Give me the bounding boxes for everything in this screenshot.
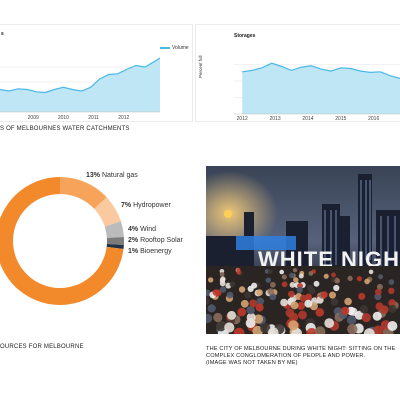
legend-pct: 13%	[86, 172, 101, 179]
white-night-photo: WHITE NIGHT	[206, 166, 400, 334]
energy-sources-legend: 13% Natural gas 7% Hydropower 4% Wind 2%…	[86, 172, 183, 255]
donut-slice-rooftop-solar	[106, 236, 124, 246]
area-fill	[242, 63, 400, 114]
storages-chart-title: Storages	[234, 33, 256, 39]
energy-sources-caption: OURCES FOR MELBOURNE	[0, 344, 84, 350]
x-tick-label: 2012	[237, 116, 248, 120]
x-tick-label: 2011	[88, 115, 99, 120]
x-tick-label: 2014	[302, 116, 313, 120]
photo-caption: THE CITY OF MELBOURNE DURING WHITE NIGHT…	[206, 346, 400, 367]
legend-item-hydropower: 7% Hydropower	[121, 202, 171, 209]
crowd	[206, 267, 399, 334]
legend-item-natural-gas: 13% Natural gas	[86, 172, 138, 179]
legend-pct: 1%	[128, 248, 139, 255]
legend-label: Wind	[140, 226, 157, 233]
x-tick-label: 2012	[118, 115, 129, 120]
x-tick-label: 2009	[28, 115, 39, 120]
legend-swatch	[160, 47, 170, 49]
series-line	[0, 57, 161, 94]
x-tick-label: 2010	[58, 115, 69, 120]
water-volume-chart-title: s	[1, 31, 4, 37]
donut-slice-hydropower	[94, 197, 121, 227]
legend-item-bioenergy: 1% Bioenergy	[128, 248, 172, 255]
water-volume-chart: 2009 2010 2011 2012	[0, 57, 161, 120]
legend-label: Bioenergy	[140, 248, 172, 255]
legend-pct: 7%	[121, 202, 132, 209]
series-line	[242, 62, 400, 79]
energy-sources-donut	[0, 177, 124, 305]
legend-label: Natural gas	[101, 172, 138, 179]
legend-pct: 4%	[128, 226, 139, 233]
area-fill	[0, 58, 160, 112]
storages-chart: 2012 2013 2014 2015 2016	[234, 62, 400, 120]
legend-label: Rooftop Solar	[140, 237, 183, 244]
photo-caption-line: THE CITY OF MELBOURNE DURING WHITE NIGHT…	[206, 346, 396, 352]
legend-label: Hydropower	[133, 202, 171, 209]
water-catchments-caption: S OF MELBOURNES WATER CATCHMENTS	[0, 126, 130, 132]
legend-item-rooftop-solar: 2% Rooftop Solar	[128, 237, 183, 244]
x-tick-label: 2015	[335, 116, 346, 120]
donut-slice-natural-gas	[60, 177, 107, 209]
photo-caption-line: (IMAGE WAS NOT TAKEN BY ME)	[206, 360, 298, 366]
donut-slice-bioenergy	[106, 243, 124, 250]
water-volume-legend: Volume	[160, 45, 189, 51]
legend-pct: 2%	[128, 237, 139, 244]
legend-label-volume: Volume	[172, 45, 189, 51]
x-tick-label: 2016	[368, 116, 379, 120]
photo-caption-line: COMPLEX CONGLOMERATION OF PEOPLE AND POW…	[206, 353, 366, 359]
x-tick-label: 2013	[270, 116, 281, 120]
donut-slice-wind	[104, 221, 124, 239]
legend-item-wind: 4% Wind	[128, 226, 156, 233]
